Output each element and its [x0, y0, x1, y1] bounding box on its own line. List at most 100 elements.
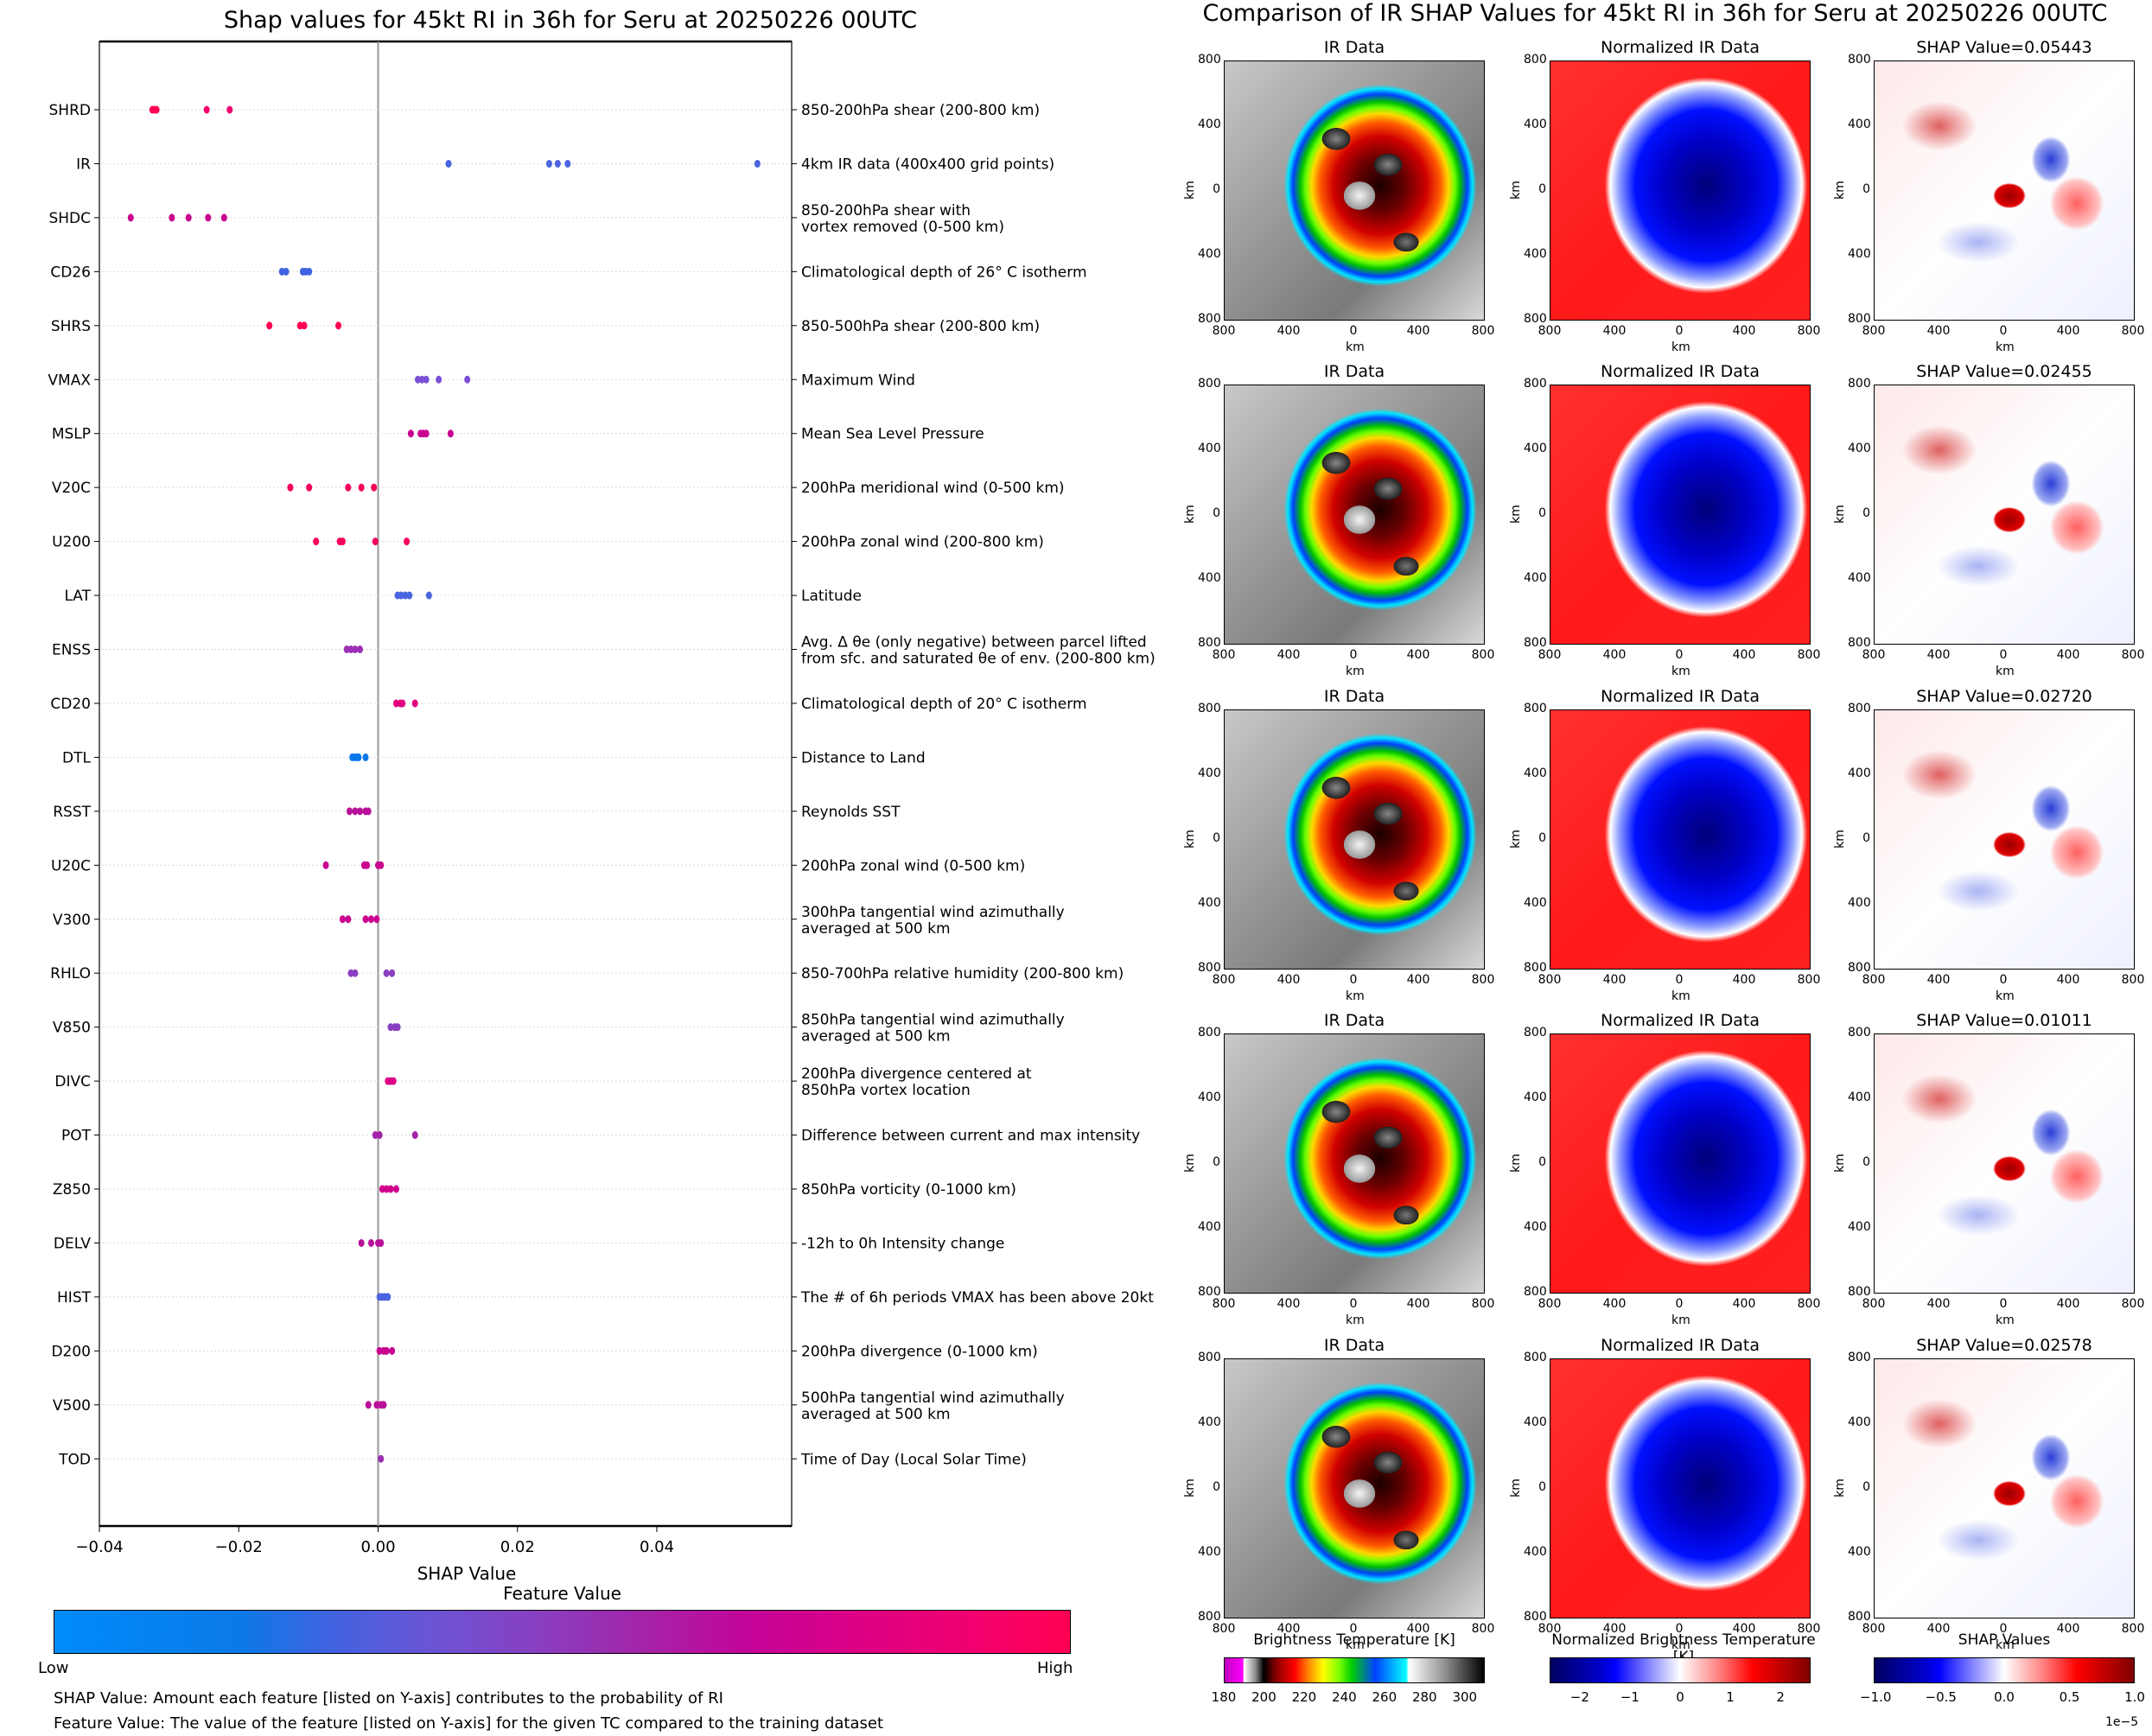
feature-description: 200hPa divergence centered at — [801, 1065, 1032, 1083]
y-tick-label: 800 — [1524, 1351, 1547, 1364]
x-tick-label: 0 — [1999, 1622, 2008, 1636]
feature-description: 850-200hPa shear with — [801, 202, 971, 219]
shap-point-vmax — [414, 375, 421, 384]
shap-point-ir — [445, 159, 452, 168]
shap-point-shdc — [205, 213, 212, 222]
feature-name-label: LAT — [64, 588, 91, 605]
feature-description: 200hPa divergence (0-1000 km) — [801, 1343, 1038, 1360]
colorbar-tick-label: 0 — [1676, 1689, 1684, 1705]
shap-point-rhlo — [389, 969, 396, 977]
y-tick-label: 800 — [1848, 1026, 1871, 1040]
feature-name-label: MSLP — [52, 426, 91, 443]
shap-point-v500 — [373, 1401, 380, 1409]
feature-description: 850hPa tangential wind azimuthally — [801, 1012, 1065, 1029]
feature-name-label: SHRS — [51, 318, 91, 335]
x-tick-label: 400 — [1277, 1622, 1301, 1636]
y-tick-label: 800 — [1524, 636, 1547, 650]
y-tick-label: 0 — [1862, 506, 1870, 520]
colorbar-tick-label: 240 — [1332, 1689, 1357, 1705]
shap-point-u20c — [364, 861, 371, 869]
y-tick-label: 400 — [1848, 1091, 1871, 1104]
bt-colorbar-title: Brightness Temperature [K] — [1253, 1631, 1455, 1649]
shap-point-v20c — [306, 483, 313, 492]
colorbar-tick-label: 300 — [1452, 1689, 1478, 1705]
y-tick-label: 800 — [1848, 1610, 1871, 1624]
shap-point-u20c — [378, 861, 385, 869]
shap-point-v300 — [339, 915, 346, 924]
x-tick-label: 0 — [1675, 973, 1684, 987]
shap-point-shrd — [153, 105, 160, 114]
y-tick-label: 0 — [1213, 182, 1220, 196]
shap-point-v20c — [287, 483, 294, 492]
feature-name-label: IR — [76, 156, 91, 173]
shap-point-v20c — [371, 483, 378, 492]
shap-point-v500 — [380, 1401, 387, 1409]
x-axis-label: km — [1346, 1313, 1365, 1327]
feature-description: Time of Day (Local Solar Time) — [800, 1451, 1027, 1468]
x-tick-label: 0.00 — [360, 1538, 395, 1556]
plot-frame — [99, 41, 793, 1527]
x-tick-label: 800 — [2121, 1622, 2145, 1636]
y-tick-label: 0 — [1862, 1155, 1870, 1169]
feature-name-label: DIVC — [54, 1073, 91, 1091]
shap-point-rsst — [365, 807, 372, 816]
shap-map-title: SHAP Value=0.02578 — [1916, 1336, 2092, 1355]
y-tick-label: 400 — [1198, 896, 1221, 910]
shap-map-title: SHAP Value=0.05443 — [1916, 38, 2092, 57]
feature-description: 200hPa zonal wind (200-800 km) — [801, 534, 1044, 551]
shap-point-cd20 — [411, 699, 418, 708]
feature-name-label: HIST — [57, 1289, 92, 1307]
y-tick-label: 400 — [1848, 1415, 1871, 1429]
colorbar-low-label: Low — [38, 1659, 69, 1677]
x-tick-label: 800 — [1471, 1297, 1495, 1311]
y-tick-label: 800 — [1848, 53, 1871, 67]
y-tick-label: 0 — [1862, 1480, 1870, 1494]
colorbar-tick-label: 180 — [1211, 1689, 1237, 1705]
shap-point-shdc — [220, 213, 227, 222]
shap-point-u200 — [313, 537, 320, 546]
y-tick-label: 0 — [1213, 1480, 1220, 1494]
x-tick-label: 400 — [1732, 324, 1756, 338]
feature-description: Avg. Δ θe (only negative) between parcel… — [801, 634, 1147, 652]
feature-name-label: CD20 — [50, 696, 91, 713]
y-tick-label: 800 — [1198, 1026, 1221, 1040]
feature-description: averaged at 500 km — [801, 1028, 951, 1046]
x-tick-label: 800 — [2121, 1297, 2145, 1311]
shap-map-panel — [1874, 709, 2135, 970]
y-tick-label: 400 — [1848, 1220, 1871, 1234]
x-axis-label: km — [1346, 1638, 1365, 1652]
feature-description: 850hPa vortex location — [801, 1082, 971, 1099]
feature-name-label: Z850 — [53, 1181, 91, 1199]
shap-point-lat — [406, 591, 413, 600]
shap-point-cd20 — [392, 699, 399, 708]
x-tick-label: 400 — [1277, 648, 1301, 662]
feature-description: Distance to Land — [801, 749, 926, 766]
x-tick-label: 800 — [1471, 973, 1495, 987]
feature-description: 850-200hPa shear (200-800 km) — [801, 102, 1040, 119]
x-tick-label: 400 — [1926, 324, 1951, 338]
shap-point-shrs — [301, 321, 308, 330]
shap-point-shdc — [185, 213, 192, 222]
shap-point-v20c — [345, 483, 352, 492]
shap-point-d200 — [376, 1346, 383, 1355]
shap-point-vmax — [464, 375, 471, 384]
x-axis-label: km — [1671, 989, 1690, 1003]
feature-name-label: D200 — [51, 1343, 91, 1360]
x-tick-label: 400 — [2056, 1622, 2080, 1636]
shap-point-z850 — [383, 1185, 390, 1193]
x-tick-label: 800 — [1862, 648, 1886, 662]
ir-data-panel — [1224, 60, 1485, 321]
x-tick-label: 400 — [1602, 324, 1627, 338]
y-axis-label: km — [1832, 1478, 1847, 1498]
feature-name-label: CD26 — [50, 264, 91, 281]
y-axis-label: km — [1508, 1154, 1523, 1173]
y-tick-label: 400 — [1524, 247, 1547, 261]
x-tick-label: 400 — [2056, 1297, 2080, 1311]
x-axis-label: km — [1996, 1638, 2015, 1652]
x-tick-label: 0 — [1675, 1622, 1684, 1636]
feature-description: Climatological depth of 20° C isotherm — [801, 696, 1087, 713]
ir-data-title: IR Data — [1323, 362, 1385, 381]
y-tick-label: 0 — [1213, 1155, 1220, 1169]
shap-point-rhlo — [383, 969, 390, 977]
feature-description: 200hPa meridional wind (0-500 km) — [801, 480, 1065, 497]
